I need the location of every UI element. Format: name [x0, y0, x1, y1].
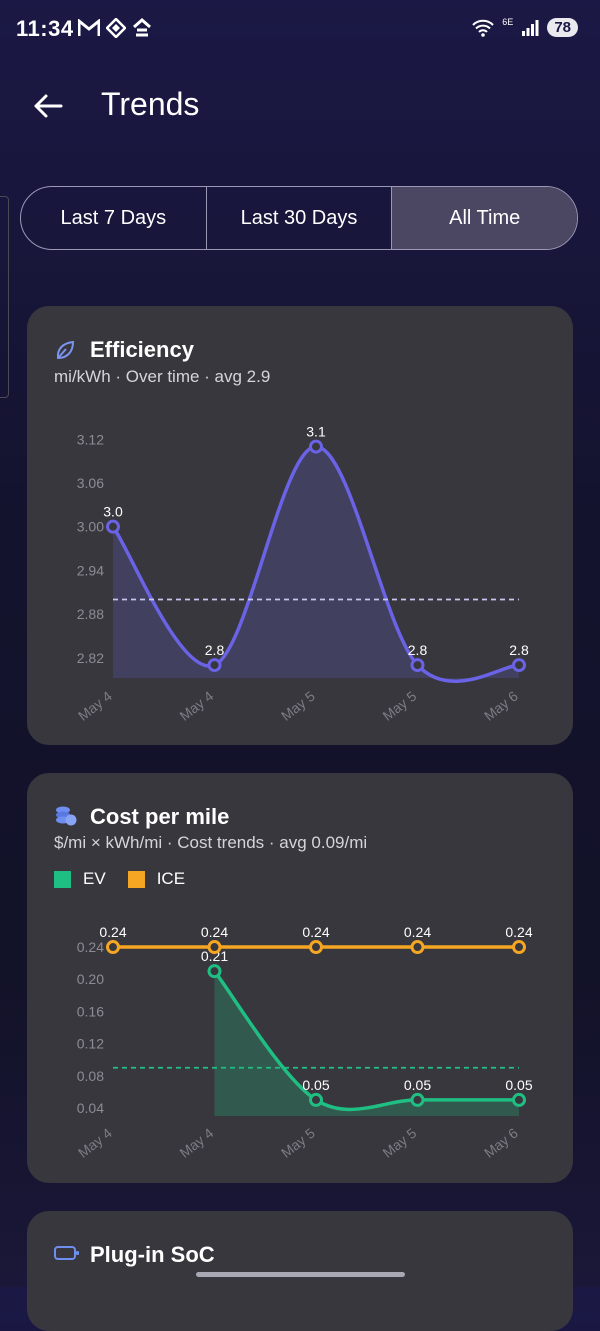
y-tick-label: 0.16 [77, 1003, 104, 1019]
data-point [309, 1092, 323, 1107]
x-tick-label: May 5 [278, 688, 318, 724]
status-time: 11:34 [16, 16, 74, 41]
diamond-app-icon [106, 18, 126, 38]
y-tick-label: 3.06 [77, 475, 104, 491]
data-point [410, 940, 425, 955]
data-point [207, 658, 222, 673]
x-tick-label: May 5 [379, 1125, 419, 1161]
data-point [410, 658, 425, 673]
y-tick-label: 2.82 [77, 650, 104, 666]
back-arrow-icon[interactable] [30, 88, 66, 124]
x-tick-label: May 5 [278, 1125, 318, 1161]
data-point [106, 940, 120, 955]
gmail-icon [78, 19, 100, 36]
y-tick-label: 0.20 [77, 971, 104, 987]
data-label: 0.24 [302, 924, 329, 940]
wifi-icon [472, 19, 495, 37]
y-tick-label: 0.24 [77, 939, 104, 955]
signal-icon [522, 19, 539, 36]
x-tick-label: May 5 [379, 688, 419, 724]
data-point [207, 940, 222, 955]
x-tick-label: May 4 [75, 688, 115, 724]
status-bar: 11:34 6E 78 [0, 0, 600, 58]
data-label: 0.05 [302, 1077, 329, 1093]
data-point [410, 1092, 425, 1107]
y-tick-label: 0.12 [77, 1036, 104, 1052]
x-tick-label: May 6 [481, 1125, 521, 1161]
data-label: 0.05 [505, 1077, 532, 1093]
data-label: 2.8 [408, 642, 428, 658]
time-range-selector: Last 7 Days Last 30 Days All Time [20, 186, 578, 250]
efficiency-chart: 3.12 3.06 3.00 2.94 2.88 2.82 May 4 May 4 May 5 M… [75, 424, 529, 724]
series-area-fill [214, 971, 519, 1116]
y-tick-label: 0.08 [77, 1068, 104, 1084]
y-tick-label: 2.88 [77, 606, 104, 622]
data-point [106, 519, 120, 534]
data-label: 0.24 [99, 924, 126, 940]
x-tick-label: May 6 [481, 688, 521, 724]
tab-last-30-days[interactable]: Last 30 Days [207, 187, 393, 249]
data-label: 2.8 [205, 642, 225, 658]
data-point [309, 439, 323, 454]
tab-all-time[interactable]: All Time [392, 187, 577, 249]
series-area-fill [113, 446, 519, 682]
cost-title: Cost per mile [90, 804, 230, 829]
page-title: Trends [101, 86, 200, 122]
battery-level: 78 [547, 18, 578, 37]
soc-card: Plug-in SoC [27, 1211, 573, 1331]
efficiency-card: Efficiency mi/kWh · Over time · avg 2.9 … [27, 306, 573, 745]
y-tick-label: 2.94 [77, 562, 104, 578]
home-indicator[interactable] [196, 1272, 405, 1277]
leaf-icon [56, 340, 75, 360]
legend-swatch-ice [127, 870, 145, 888]
cost-card: Cost per mile $/mi × kWh/mi · Cost trend… [27, 773, 573, 1183]
soc-title: Plug-in SoC [90, 1242, 215, 1267]
data-label: 2.8 [509, 642, 529, 658]
tab-last-7-days[interactable]: Last 7 Days [21, 187, 207, 249]
data-label: 0.24 [505, 924, 532, 940]
data-point [512, 940, 526, 955]
efficiency-subtitle: mi/kWh · Over time · avg 2.9 [54, 367, 271, 386]
data-label: 0.24 [404, 924, 431, 940]
drawer-edge [0, 196, 9, 398]
data-label: 3.0 [103, 504, 123, 520]
data-label: 0.05 [404, 1077, 431, 1093]
x-tick-label: May 4 [176, 1125, 216, 1161]
cost-subtitle: $/mi × kWh/mi · Cost trends · avg 0.09/m… [54, 833, 368, 852]
data-point [512, 1092, 526, 1107]
legend-swatch-ev [54, 870, 71, 888]
battery-icon [54, 1246, 79, 1260]
data-label: 3.1 [306, 424, 326, 440]
data-point [309, 940, 323, 955]
system-icons: 6E 78 [472, 16, 578, 37]
x-tick-label: May 4 [176, 688, 216, 724]
coins-icon [56, 806, 77, 826]
cost-chart: 0.24 0.20 0.16 0.12 0.08 0.04 May 4 May 4 May 5 M… [75, 924, 533, 1161]
y-tick-label: 0.04 [77, 1100, 104, 1116]
x-tick-label: May 4 [75, 1125, 115, 1161]
y-tick-label: 3.00 [77, 519, 104, 535]
legend-label-ev: EV [83, 869, 106, 888]
data-point [512, 658, 526, 673]
network-type: 6E [502, 16, 514, 27]
cost-legend: EV ICE [54, 869, 185, 889]
data-point [207, 964, 222, 979]
y-tick-label: 3.12 [77, 431, 104, 447]
series-line [213, 970, 519, 1112]
notification-icons [78, 18, 152, 38]
efficiency-title: Efficiency [90, 337, 194, 362]
legend-label-ice: ICE [156, 869, 186, 888]
data-label: 0.24 [201, 924, 228, 940]
home-app-icon [133, 18, 151, 37]
data-label: 0.21 [201, 948, 228, 964]
